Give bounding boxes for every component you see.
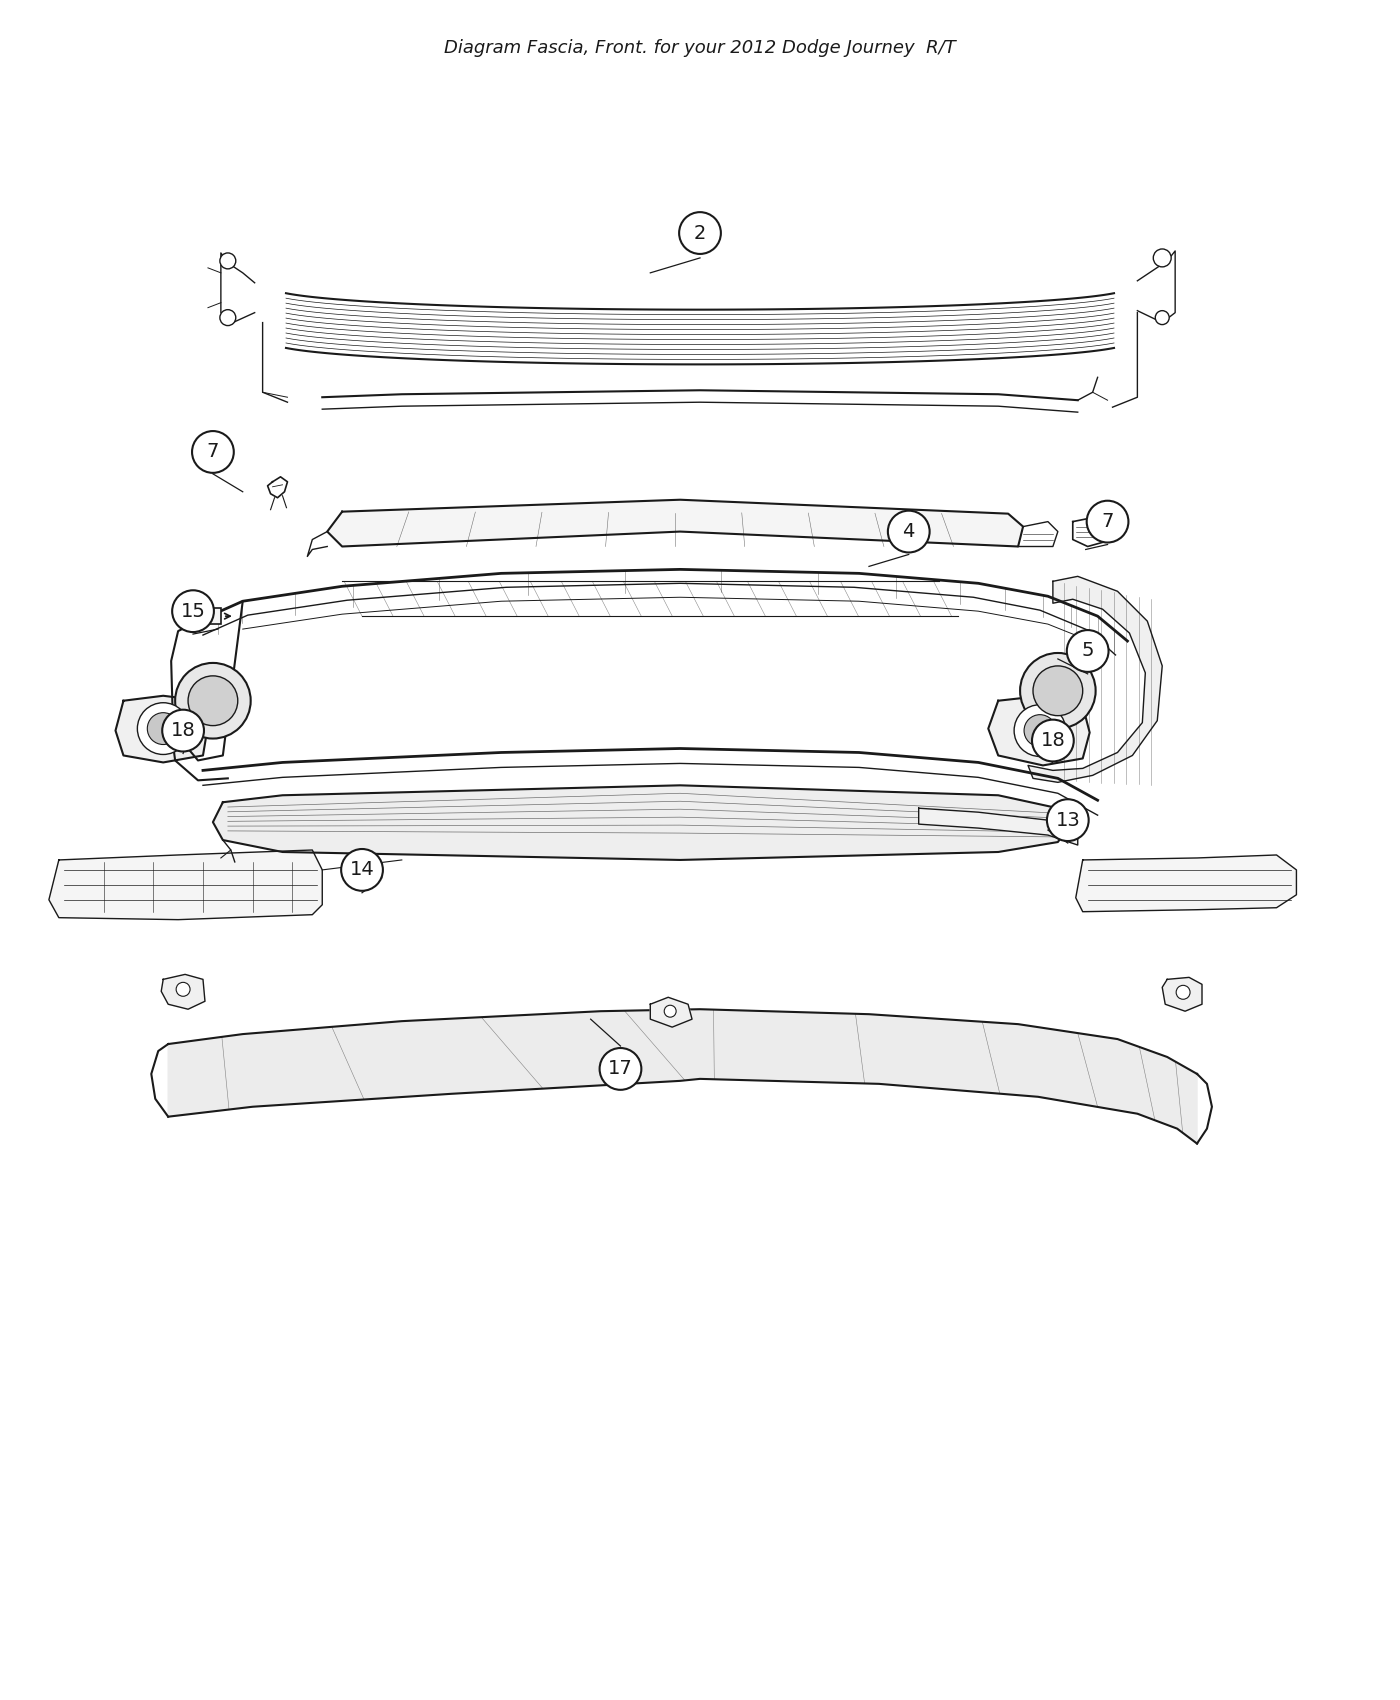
Circle shape: [137, 702, 189, 755]
Text: 18: 18: [171, 721, 196, 740]
Polygon shape: [115, 695, 209, 762]
Text: Diagram Fascia, Front. for your 2012 Dodge Journey  R/T: Diagram Fascia, Front. for your 2012 Dod…: [444, 39, 956, 58]
FancyBboxPatch shape: [197, 609, 221, 624]
Polygon shape: [213, 785, 1068, 860]
Text: 7: 7: [1102, 512, 1114, 530]
Circle shape: [175, 663, 251, 738]
Circle shape: [220, 253, 235, 269]
Polygon shape: [1028, 576, 1162, 782]
Circle shape: [679, 212, 721, 253]
Circle shape: [176, 983, 190, 996]
Circle shape: [188, 677, 238, 726]
Polygon shape: [161, 974, 204, 1010]
Polygon shape: [650, 998, 692, 1027]
Text: 18: 18: [1040, 731, 1065, 750]
Polygon shape: [988, 695, 1089, 765]
Polygon shape: [918, 808, 1078, 845]
Circle shape: [1047, 799, 1089, 842]
Polygon shape: [328, 500, 1023, 546]
Circle shape: [162, 709, 204, 751]
Text: 5: 5: [1081, 641, 1093, 661]
Circle shape: [599, 1047, 641, 1090]
Circle shape: [342, 848, 382, 891]
Text: 13: 13: [1056, 811, 1081, 830]
Circle shape: [888, 510, 930, 552]
Circle shape: [1023, 714, 1056, 746]
Circle shape: [1067, 631, 1109, 672]
Circle shape: [1014, 706, 1065, 756]
Polygon shape: [49, 850, 322, 920]
Circle shape: [1021, 653, 1096, 729]
Circle shape: [1176, 986, 1190, 1000]
Text: 2: 2: [694, 223, 706, 243]
Polygon shape: [168, 1010, 1197, 1144]
Circle shape: [1032, 719, 1074, 762]
Polygon shape: [1075, 855, 1296, 911]
Circle shape: [192, 432, 234, 473]
Circle shape: [664, 1005, 676, 1017]
Circle shape: [172, 590, 214, 632]
Text: 14: 14: [350, 860, 374, 879]
Text: 17: 17: [608, 1059, 633, 1078]
Circle shape: [147, 712, 179, 745]
Polygon shape: [1162, 977, 1203, 1011]
Circle shape: [1033, 666, 1082, 716]
Circle shape: [1155, 311, 1169, 325]
Text: 4: 4: [903, 522, 916, 541]
Circle shape: [1086, 502, 1128, 542]
Circle shape: [1154, 248, 1172, 267]
Text: 7: 7: [207, 442, 220, 461]
Circle shape: [220, 309, 235, 326]
Text: 15: 15: [181, 602, 206, 620]
